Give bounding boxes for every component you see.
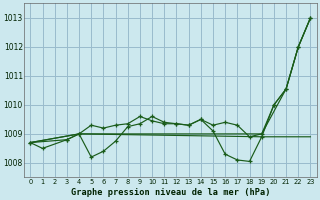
X-axis label: Graphe pression niveau de la mer (hPa): Graphe pression niveau de la mer (hPa) — [71, 188, 270, 197]
